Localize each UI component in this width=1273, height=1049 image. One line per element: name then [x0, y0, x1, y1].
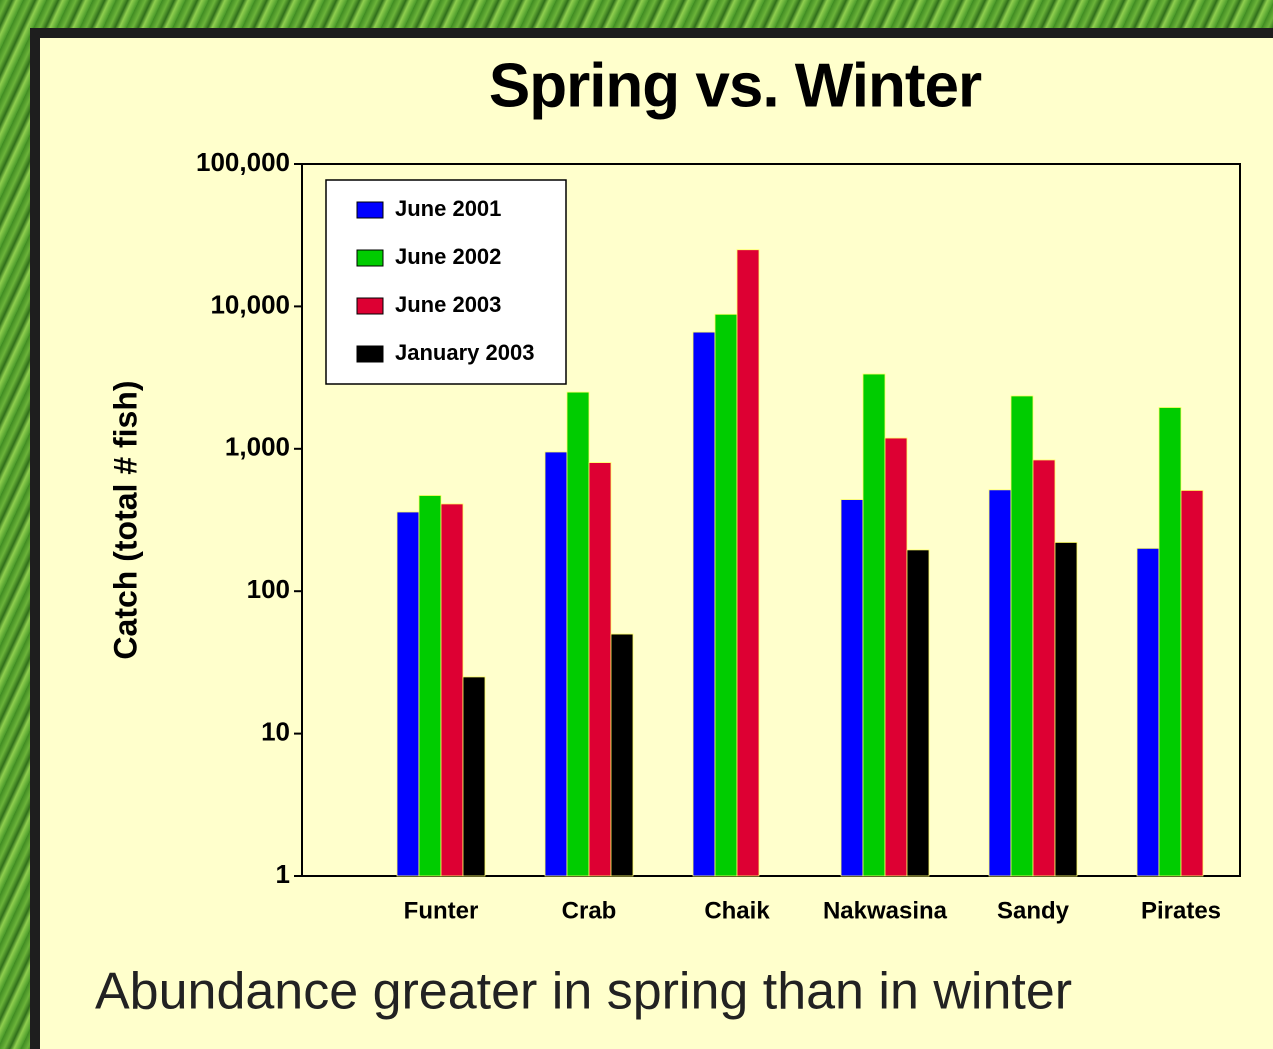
x-tick-label: Sandy: [997, 897, 1070, 924]
y-tick-label: 10: [261, 716, 290, 746]
legend-label: January 2003: [395, 340, 534, 365]
legend-label: June 2001: [395, 196, 501, 221]
y-tick-label: 100: [247, 574, 290, 604]
bar: [989, 490, 1011, 876]
bar: [1055, 542, 1077, 876]
bar: [463, 677, 485, 876]
bar: [693, 332, 715, 876]
bar: [1011, 396, 1033, 876]
legend-label: June 2002: [395, 244, 501, 269]
legend-label: June 2003: [395, 292, 501, 317]
y-tick-label: 1: [276, 859, 290, 889]
bar: [863, 374, 885, 876]
bar: [737, 250, 759, 876]
bar: [885, 438, 907, 876]
x-tick-label: Chaik: [704, 897, 770, 924]
y-tick-label: 1,000: [225, 432, 290, 462]
legend-swatch: [357, 298, 383, 314]
x-tick-label: Funter: [404, 897, 479, 924]
chart-title: Spring vs. Winter: [489, 51, 982, 120]
x-tick-label: Nakwasina: [823, 897, 948, 924]
bar: [419, 495, 441, 876]
chart: Spring vs. Winter Catch (total # fish) A…: [0, 0, 1273, 1049]
bar: [441, 504, 463, 876]
bar: [1137, 548, 1159, 876]
bar: [1181, 490, 1203, 876]
bar: [907, 550, 929, 876]
caption: Abundance greater in spring than in wint…: [95, 963, 1072, 1021]
bar: [589, 463, 611, 876]
y-tick-label: 10,000: [210, 289, 290, 319]
bar: [611, 634, 633, 876]
bar: [715, 314, 737, 876]
bar: [1033, 460, 1055, 876]
bar: [841, 500, 863, 876]
bar: [545, 452, 567, 876]
x-tick-label: Crab: [562, 897, 617, 924]
x-tick-label: Pirates: [1141, 897, 1221, 924]
legend-swatch: [357, 346, 383, 362]
bar: [567, 392, 589, 876]
legend-swatch: [357, 202, 383, 218]
y-axis-label: Catch (total # fish): [107, 380, 143, 659]
page: {"chart_data": {"type": "bar", "title": …: [0, 0, 1273, 1049]
bar: [397, 512, 419, 876]
y-tick-label: 100,000: [196, 147, 290, 177]
legend-swatch: [357, 250, 383, 266]
bar: [1159, 407, 1181, 876]
